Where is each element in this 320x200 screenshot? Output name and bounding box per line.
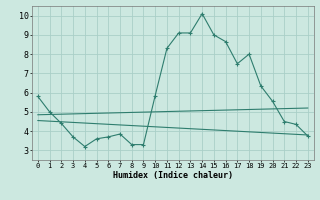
X-axis label: Humidex (Indice chaleur): Humidex (Indice chaleur) [113,171,233,180]
